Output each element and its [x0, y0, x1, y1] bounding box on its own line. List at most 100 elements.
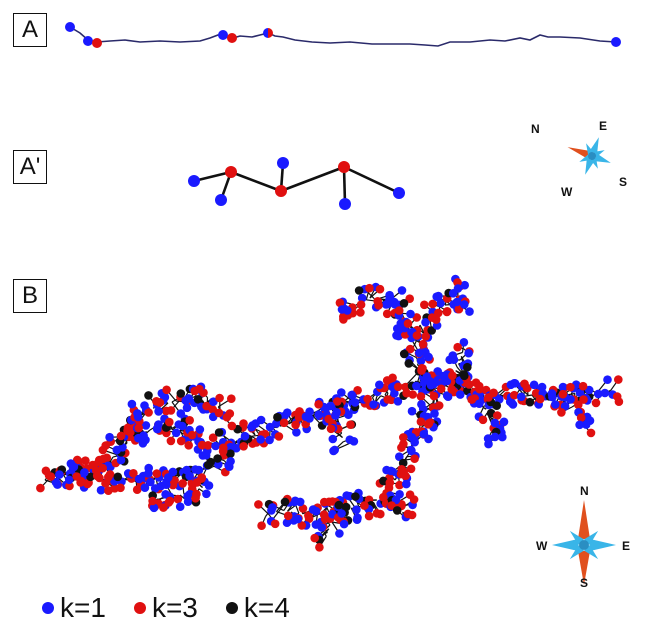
network-node — [412, 381, 421, 391]
network-node — [594, 389, 603, 399]
panel-label-a: A — [13, 13, 47, 47]
network-node — [392, 506, 402, 515]
network-node — [177, 421, 187, 431]
network-node — [418, 339, 428, 349]
network-node — [365, 283, 374, 293]
network-node — [116, 431, 126, 441]
network-node — [467, 395, 477, 404]
legend-item-k4: k=4 — [225, 592, 290, 624]
compass-small-w: W — [561, 185, 573, 199]
network-node — [76, 478, 85, 487]
network-node — [140, 483, 150, 493]
network-node — [460, 300, 469, 309]
network-node — [405, 344, 415, 354]
legend-label-k1: k=1 — [60, 592, 106, 623]
network-node — [484, 439, 493, 449]
network-node — [162, 385, 171, 395]
network-node — [523, 383, 532, 393]
network-node — [375, 284, 385, 294]
network-node — [507, 398, 517, 408]
network-node — [218, 446, 228, 456]
network-node — [86, 472, 95, 482]
network-node — [273, 412, 282, 422]
node-k1 — [393, 187, 405, 199]
network-node — [132, 485, 142, 495]
network-node — [239, 419, 248, 428]
network-node — [292, 428, 301, 437]
network-node — [171, 428, 181, 438]
network-node — [98, 463, 107, 473]
network-node — [399, 349, 409, 359]
network-node — [575, 388, 585, 398]
network-node — [375, 380, 384, 390]
network-node — [387, 501, 396, 510]
network-node — [558, 382, 568, 392]
node-k1 — [188, 175, 200, 187]
network-node — [165, 496, 175, 506]
network-node — [191, 465, 200, 474]
node-k3 — [227, 33, 237, 43]
network-node — [407, 406, 417, 416]
node-k3 — [275, 185, 287, 197]
network-node — [41, 466, 51, 476]
network-node — [215, 393, 224, 403]
network-node — [353, 386, 362, 395]
network-node — [187, 430, 197, 440]
network-node — [134, 423, 144, 433]
network-node — [410, 437, 420, 447]
network-node — [399, 433, 408, 442]
network-node — [478, 415, 488, 425]
network-node — [195, 384, 204, 394]
network-node — [197, 440, 207, 450]
network-node — [308, 505, 318, 514]
network-node — [459, 370, 469, 379]
network-node — [395, 480, 404, 490]
network-node — [173, 494, 183, 504]
network-node — [326, 401, 335, 411]
network-node — [326, 424, 336, 434]
network-node — [191, 494, 200, 503]
network-node — [474, 381, 484, 391]
network-node — [178, 479, 187, 488]
network-node — [399, 439, 408, 449]
panel-b-nodes — [36, 274, 624, 552]
network-node — [176, 436, 186, 446]
network-node — [73, 455, 82, 465]
network-node — [64, 475, 74, 485]
network-node — [176, 389, 186, 398]
graph-edge — [342, 166, 347, 205]
network-node — [383, 395, 393, 404]
legend-label-k3: k=3 — [151, 592, 198, 623]
network-node — [492, 401, 502, 411]
network-node — [406, 309, 415, 319]
network-node — [493, 411, 502, 420]
compass-large-n: N — [580, 484, 589, 498]
network-node — [516, 392, 526, 402]
network-node — [566, 382, 575, 392]
network-node — [134, 474, 144, 484]
network-node — [434, 308, 443, 318]
network-node — [409, 495, 419, 504]
compass-small-s: S — [619, 175, 627, 189]
network-node — [421, 318, 430, 327]
legend-item-k1: k=1 — [42, 592, 106, 624]
network-node — [442, 391, 452, 400]
network-node — [256, 435, 265, 444]
network-node — [213, 454, 222, 463]
network-node — [464, 348, 473, 358]
network-node — [427, 326, 437, 335]
network-node — [197, 473, 207, 482]
network-node — [382, 309, 392, 319]
network-node — [612, 392, 622, 401]
network-node — [195, 425, 205, 434]
network-node — [537, 382, 547, 392]
network-node — [373, 297, 383, 306]
network-node — [382, 376, 392, 385]
network-node — [600, 388, 610, 398]
network-node — [268, 503, 277, 512]
network-node — [535, 394, 545, 404]
network-node — [558, 389, 568, 399]
network-node — [576, 413, 586, 423]
network-node — [442, 307, 452, 316]
network-node — [226, 457, 235, 466]
